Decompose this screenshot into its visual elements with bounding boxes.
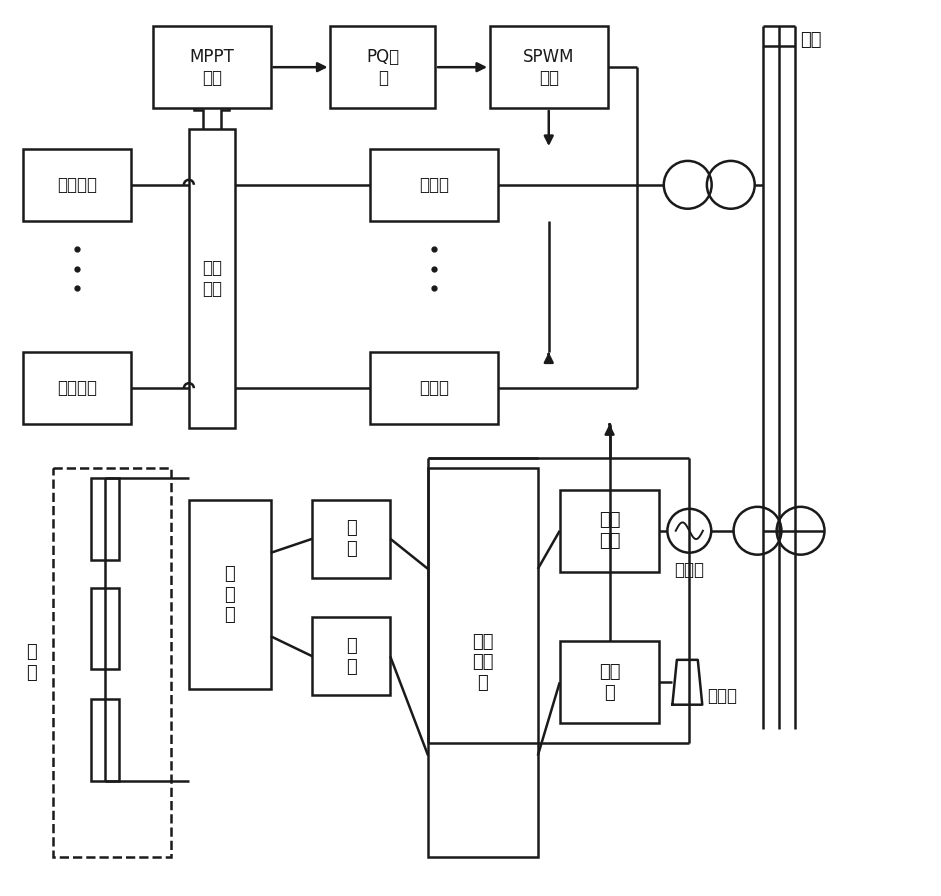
Bar xyxy=(24,352,131,424)
Bar xyxy=(189,129,234,428)
Text: 逆变器: 逆变器 xyxy=(419,176,449,194)
Text: 镜
场: 镜 场 xyxy=(26,643,37,682)
Bar xyxy=(371,352,498,424)
Bar xyxy=(91,478,120,560)
Text: 电网: 电网 xyxy=(801,31,822,49)
Bar xyxy=(153,26,271,108)
Text: SPWM
调制: SPWM 调制 xyxy=(523,47,575,87)
Text: 冷
罐: 冷 罐 xyxy=(346,637,357,676)
Text: PQ控
制: PQ控 制 xyxy=(366,47,399,87)
Bar xyxy=(371,149,498,220)
Bar xyxy=(54,468,171,857)
Bar xyxy=(560,642,660,723)
Text: 光伏阵列: 光伏阵列 xyxy=(57,176,97,194)
Bar xyxy=(312,500,391,578)
Bar xyxy=(91,699,120,781)
Text: 蒸汽
发生
器: 蒸汽 发生 器 xyxy=(472,633,494,692)
Text: MPPT
控制: MPPT 控制 xyxy=(189,47,234,87)
Bar xyxy=(490,26,608,108)
Text: 直流
母线: 直流 母线 xyxy=(201,259,222,298)
Bar xyxy=(560,490,660,572)
Text: 换
热
器: 换 热 器 xyxy=(224,564,235,625)
Text: 冷凝
器: 冷凝 器 xyxy=(598,663,620,702)
Bar xyxy=(330,26,435,108)
Text: 汽轮机: 汽轮机 xyxy=(675,561,704,579)
Bar xyxy=(428,468,538,857)
Bar xyxy=(91,588,120,669)
Text: 逆变器: 逆变器 xyxy=(419,379,449,397)
Bar xyxy=(24,149,131,220)
Text: 冷凝塔: 冷凝塔 xyxy=(708,686,737,704)
Bar xyxy=(189,500,271,689)
Text: 蒸汽
入口: 蒸汽 入口 xyxy=(598,512,620,550)
Bar xyxy=(312,617,391,695)
Text: 热
罐: 热 罐 xyxy=(346,520,357,558)
Text: 光伏阵列: 光伏阵列 xyxy=(57,379,97,397)
